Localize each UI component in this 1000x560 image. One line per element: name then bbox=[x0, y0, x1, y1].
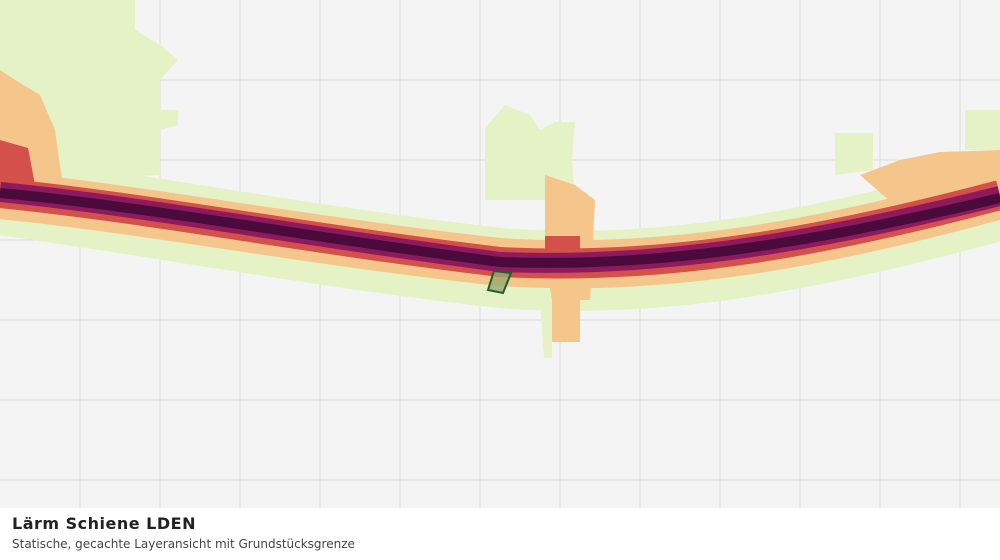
caption: Lärm Schiene LDEN Statische, gecachte La… bbox=[0, 508, 1000, 560]
parcel-boundary bbox=[486, 269, 513, 295]
map-title: Lärm Schiene LDEN bbox=[12, 514, 196, 533]
noise-band-max bbox=[0, 188, 1000, 268]
noise-zone-low bbox=[0, 0, 1000, 358]
noise-map bbox=[0, 0, 1000, 508]
map-subtitle: Statische, gecachte Layeransicht mit Gru… bbox=[12, 537, 355, 551]
